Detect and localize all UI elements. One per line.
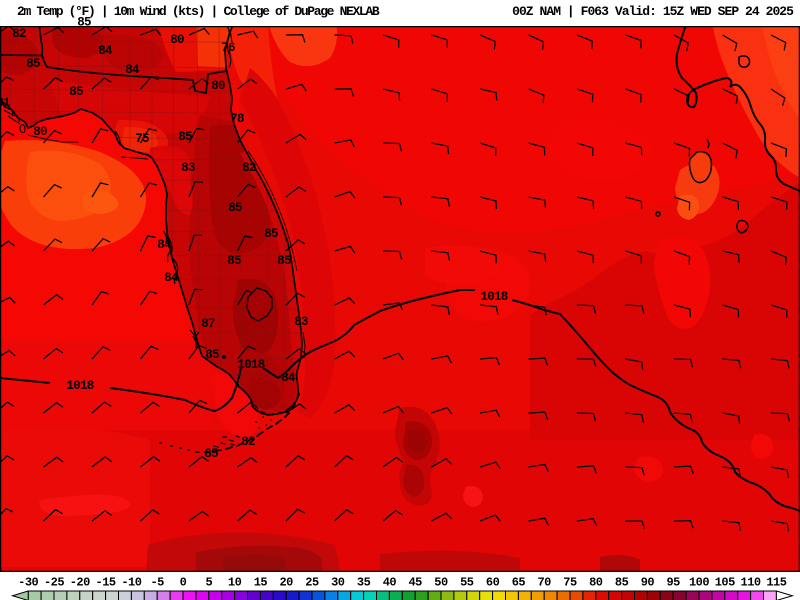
- svg-text:87: 87: [201, 317, 215, 331]
- svg-text:15: 15: [254, 576, 268, 590]
- svg-text:40: 40: [383, 576, 397, 590]
- svg-text:110: 110: [741, 576, 761, 590]
- svg-text:80: 80: [589, 576, 603, 590]
- svg-text:82: 82: [242, 161, 256, 175]
- svg-text:81: 81: [0, 96, 10, 110]
- svg-text:65: 65: [512, 576, 526, 590]
- svg-text:-10: -10: [121, 576, 141, 590]
- svg-text:85: 85: [277, 254, 291, 268]
- svg-text:80: 80: [170, 33, 184, 47]
- svg-text:85: 85: [205, 348, 219, 362]
- svg-text:70: 70: [537, 576, 551, 590]
- svg-text:95: 95: [666, 576, 680, 590]
- svg-text:-20: -20: [70, 576, 90, 590]
- svg-text:82: 82: [12, 27, 26, 41]
- svg-text:00Z NAM | F063 Valid: 15Z WED: 00Z NAM | F063 Valid: 15Z WED SEP 24 202…: [512, 4, 794, 19]
- svg-text:84: 84: [281, 371, 296, 385]
- svg-text:84: 84: [164, 271, 179, 285]
- svg-text:82: 82: [241, 435, 255, 449]
- svg-text:30: 30: [331, 576, 345, 590]
- svg-text:85: 85: [77, 16, 91, 30]
- svg-text:85: 85: [227, 254, 241, 268]
- svg-text:-5: -5: [150, 576, 164, 590]
- svg-text:-25: -25: [44, 576, 64, 590]
- svg-text:-15: -15: [96, 576, 116, 590]
- svg-text:50: 50: [434, 576, 448, 590]
- svg-text:84: 84: [98, 44, 113, 58]
- svg-text:78: 78: [230, 112, 244, 126]
- svg-text:85: 85: [615, 576, 629, 590]
- svg-text:80: 80: [211, 79, 225, 93]
- svg-text:85: 85: [178, 130, 192, 144]
- svg-text:100: 100: [689, 576, 709, 590]
- svg-text:60: 60: [486, 576, 500, 590]
- svg-text:83: 83: [294, 315, 308, 329]
- svg-text:5: 5: [205, 576, 212, 590]
- svg-text:55: 55: [460, 576, 474, 590]
- svg-text:85: 85: [26, 57, 40, 71]
- svg-text:35: 35: [357, 576, 371, 590]
- svg-text:115: 115: [766, 576, 786, 590]
- svg-text:0: 0: [180, 576, 187, 590]
- svg-text:90: 90: [641, 576, 655, 590]
- svg-text:2m Temp (°F) | 10m Wind (kts): 2m Temp (°F) | 10m Wind (kts) | College …: [17, 4, 380, 19]
- svg-text:85: 85: [69, 85, 83, 99]
- svg-text:105: 105: [715, 576, 735, 590]
- svg-text:76: 76: [221, 41, 235, 55]
- svg-text:10: 10: [228, 576, 242, 590]
- svg-text:85: 85: [204, 447, 218, 461]
- svg-text:75: 75: [563, 576, 577, 590]
- svg-text:85: 85: [264, 227, 278, 241]
- svg-text:1018: 1018: [66, 379, 93, 393]
- svg-text:83: 83: [181, 161, 195, 175]
- svg-text:1018: 1018: [480, 290, 507, 304]
- svg-text:80: 80: [33, 125, 47, 139]
- svg-text:75: 75: [135, 132, 149, 146]
- svg-text:-30: -30: [18, 576, 38, 590]
- svg-text:20: 20: [279, 576, 293, 590]
- svg-text:84: 84: [157, 238, 172, 252]
- svg-text:1018: 1018: [237, 358, 264, 372]
- svg-text:84: 84: [125, 63, 140, 77]
- svg-text:85: 85: [228, 201, 242, 215]
- svg-text:25: 25: [305, 576, 319, 590]
- svg-text:45: 45: [408, 576, 422, 590]
